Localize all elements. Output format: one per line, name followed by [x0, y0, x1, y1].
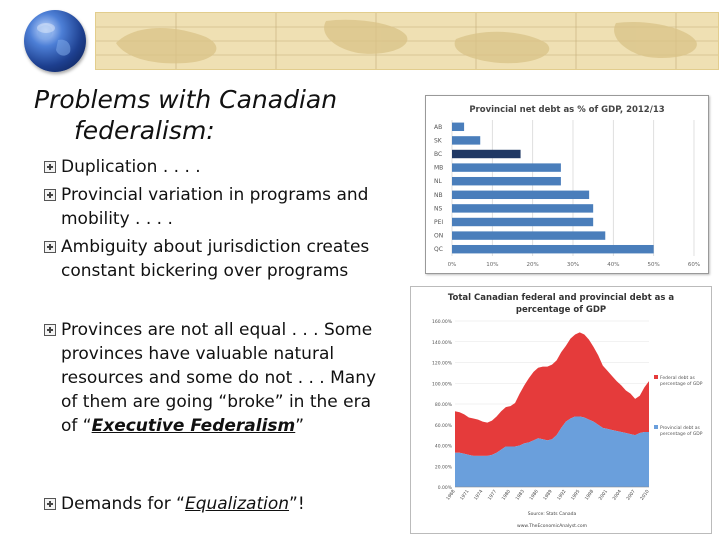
area-y-tick-label: 40.00%: [435, 444, 453, 450]
bar-x-tick-label: 60%: [688, 262, 700, 268]
bullet-equalization: Demands for “Equalization”!: [44, 492, 389, 516]
slide-title: Problems with Canadian federalism:: [34, 84, 364, 146]
bullet-text: Demands for “Equalization”!: [44, 492, 389, 516]
bullet-text-after: ”!: [289, 494, 305, 514]
area-y-tick-label: 100.00%: [432, 381, 453, 387]
area-x-tick-label: 2001: [598, 489, 610, 502]
title-line-1: Problems with Canadian: [34, 85, 338, 114]
bullet-text: Duplication . . . .: [61, 157, 201, 177]
bar-x-tick-label: 30%: [567, 262, 579, 268]
total-debt-area-chart: Total Canadian federal and provincial de…: [410, 286, 712, 534]
bullet-provinces-not-equal: Provinces are not all equal . . . Some p…: [44, 318, 389, 438]
bullet-text: Provincial variation in programs and mob…: [61, 185, 369, 229]
bullet-icon: [44, 189, 56, 201]
bar-category-label: ON: [434, 233, 443, 240]
bar-category-label: SK: [434, 137, 443, 144]
map-pattern: [96, 13, 718, 69]
area-y-tick-label: 20.00%: [435, 464, 453, 470]
bar-bc: [452, 149, 521, 159]
bar-x-tick-label: 10%: [486, 262, 498, 268]
area-chart-svg: Total Canadian federal and provincial de…: [432, 293, 703, 529]
bar-category-label: MB: [434, 165, 443, 172]
bar-nl: [452, 176, 561, 186]
federal-debt-area: [455, 332, 649, 456]
bar-chart-title: Provincial net debt as % of GDP, 2012/13: [469, 105, 664, 115]
bar-sk: [452, 136, 481, 145]
bar-ab: [452, 122, 465, 132]
bullet-icon: [44, 324, 56, 336]
area-x-tick-label: 1992: [556, 489, 568, 502]
bullet-text: Provinces are not all equal . . . Some p…: [44, 318, 389, 438]
area-chart-title-line-1: Total Canadian federal and provincial de…: [448, 293, 675, 303]
area-x-tick-label: 2004: [611, 489, 623, 502]
bar-x-tick-label: 50%: [648, 262, 660, 268]
legend-label: Provincial debt as: [660, 425, 701, 431]
bullet-text-before: Demands for “: [61, 494, 185, 514]
area-x-tick-label: 1998: [584, 489, 596, 502]
bar-x-tick-label: 0%: [448, 262, 457, 268]
area-x-tick-label: 1983: [514, 489, 526, 502]
area-y-tick-label: 120.00%: [432, 361, 453, 367]
area-x-tick-label: 1986: [528, 489, 540, 502]
legend-swatch: [654, 375, 658, 379]
area-y-tick-label: 140.00%: [432, 340, 453, 346]
bullet-icon: [44, 498, 56, 510]
area-y-tick-label: 80.00%: [435, 402, 453, 408]
bar-on: [452, 231, 606, 240]
area-x-tick-label: 1995: [570, 489, 582, 502]
bar-category-label: QC: [434, 246, 443, 253]
bar-pei: [452, 217, 594, 227]
bullet-icon: [44, 241, 56, 253]
area-x-tick-label: 1980: [501, 489, 513, 502]
area-website-label: www.TheEconomicAnalyst.com: [517, 523, 587, 529]
area-x-tick-label: 1968: [445, 489, 457, 502]
bar-category-label: NL: [434, 178, 442, 185]
bar-category-label: AB: [434, 124, 442, 131]
bar-ns: [452, 204, 594, 213]
header-map-band: [95, 12, 719, 70]
equalization-emphasis: Equalization: [184, 494, 290, 514]
area-x-tick-label: 1971: [459, 489, 471, 502]
bar-category-label: NS: [434, 205, 442, 212]
bar-qc: [452, 244, 654, 254]
executive-federalism-emphasis: Executive Federalism: [91, 416, 296, 436]
legend-swatch: [654, 425, 658, 429]
area-x-tick-label: 1974: [473, 489, 485, 502]
bar-category-label: NB: [434, 192, 443, 199]
bullet-text-after: ”: [295, 416, 305, 436]
bullet-provincial-variation: Provincial variation in programs and mob…: [44, 183, 389, 231]
area-y-tick-label: 160.00%: [432, 319, 453, 325]
bullet-icon: [44, 161, 56, 173]
legend-label: percentage of GDP: [660, 431, 703, 437]
bar-chart-svg: Provincial net debt as % of GDP, 2012/13…: [434, 105, 700, 268]
area-x-tick-label: 2007: [625, 489, 637, 502]
bullet-text-before: Provinces are not all equal . . . Some p…: [61, 320, 377, 436]
area-x-tick-label: 2010: [639, 489, 651, 502]
area-x-tick-label: 1977: [487, 489, 499, 502]
provincial-debt-bar-chart: Provincial net debt as % of GDP, 2012/13…: [425, 95, 709, 274]
bar-nb: [452, 190, 590, 200]
bar-x-tick-label: 40%: [607, 262, 619, 268]
area-y-tick-label: 0.00%: [438, 485, 453, 491]
provincial-debt-area: [455, 416, 649, 487]
bar-category-label: BC: [434, 151, 442, 158]
area-y-tick-label: 60.00%: [435, 423, 453, 429]
area-chart-title-line-2: percentage of GDP: [516, 305, 606, 315]
globe-icon: [24, 10, 86, 72]
area-x-tick-label: 1989: [542, 489, 554, 502]
bullet-ambiguity: Ambiguity about jurisdiction creates con…: [44, 235, 389, 283]
bar-category-label: PEI: [434, 219, 443, 226]
bar-x-tick-label: 20%: [527, 262, 539, 268]
bullet-text: Ambiguity about jurisdiction creates con…: [61, 237, 370, 281]
legend-label: percentage of GDP: [660, 381, 703, 387]
area-source-label: Source: Stats Canada: [528, 511, 577, 517]
bar-mb: [452, 163, 561, 172]
legend-label: Federal debt as: [660, 375, 695, 381]
bullet-duplication: Duplication . . . .: [44, 155, 389, 179]
title-line-2: federalism:: [74, 116, 215, 145]
